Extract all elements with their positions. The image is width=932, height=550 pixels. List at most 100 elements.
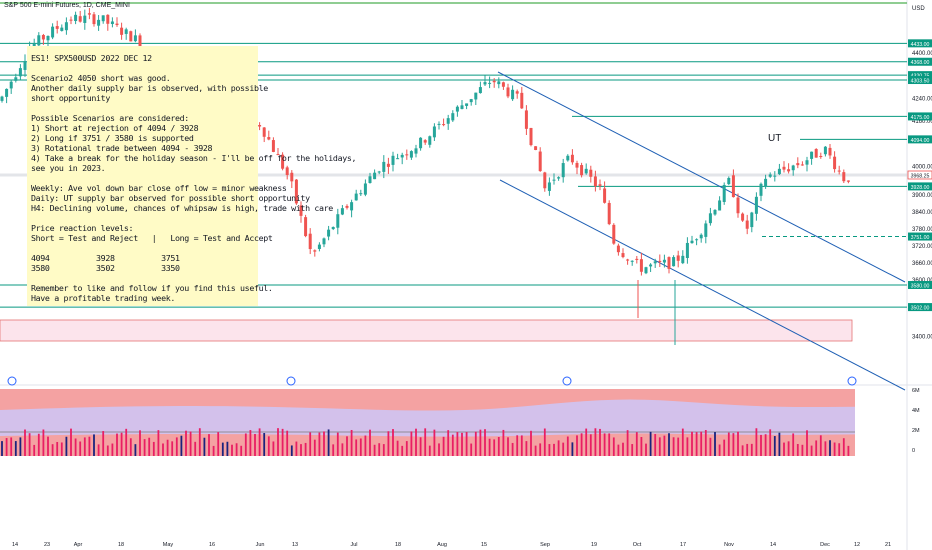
candle-body [828, 147, 832, 156]
volume-bar [106, 445, 109, 456]
level-price-tag[interactable] [908, 135, 932, 144]
candle-body [23, 61, 27, 70]
candle-body [515, 91, 519, 94]
level-price-tag-label: 3580.00 [911, 283, 930, 289]
note-line: Price reaction levels: [31, 223, 134, 233]
time-axis-label: 17 [680, 542, 686, 548]
level-price-tag-label: 4303.50 [911, 79, 930, 85]
note-line: Daily: UT supply bar observed for possib… [31, 193, 310, 203]
volume-bar [714, 432, 716, 456]
volume-bar [557, 440, 560, 456]
volume-bar [631, 444, 634, 456]
volume-bar [635, 432, 638, 456]
volume-bar [194, 441, 197, 456]
volume-bar [419, 437, 422, 456]
candle-body [9, 81, 13, 89]
volume-bar [718, 444, 721, 456]
volume-bar [198, 428, 201, 456]
candle-body [575, 162, 579, 168]
volume-bar [208, 434, 210, 456]
note-line: ES1! SPX500USD 2022 DEC 12 [31, 53, 152, 63]
volume-bar [792, 433, 795, 456]
level-price-tag[interactable] [908, 112, 932, 121]
level-price-tag[interactable] [908, 57, 932, 66]
candle-body [626, 259, 630, 261]
volume-bar [286, 430, 289, 456]
price-tick-label: 3720.00 [912, 244, 932, 250]
level-price-tag[interactable] [908, 232, 932, 241]
volume-bar [226, 441, 229, 456]
candle-body [106, 14, 110, 24]
volume-bar [819, 435, 822, 456]
candle-body [685, 242, 689, 259]
volume-bar [295, 441, 298, 456]
level-price-tag[interactable] [908, 280, 932, 289]
volume-bar [111, 443, 114, 456]
level-price-tag-label: 3502.00 [911, 306, 930, 312]
candle-body [598, 184, 602, 186]
price-tick-label: 4240.00 [912, 97, 932, 103]
volume-bar [663, 435, 666, 456]
time-axis-label: 13 [292, 542, 298, 548]
candle-body [773, 175, 777, 177]
candle-body [695, 239, 699, 241]
symbol-title: S&P 500 E-mini Futures, 1D, CME_MINI [4, 2, 130, 9]
candle-body [791, 165, 795, 171]
time-axis-label: May [163, 542, 174, 548]
candle-body [497, 81, 501, 85]
level-price-tag[interactable] [908, 76, 932, 85]
volume-bar [28, 433, 31, 456]
volume-bar [709, 437, 712, 456]
candle-body [87, 13, 91, 15]
candle-body [846, 180, 850, 182]
volume-bar [723, 439, 726, 456]
candle-body [474, 92, 478, 100]
candle-body [534, 146, 538, 150]
volume-bar [341, 443, 344, 456]
note-line: short opportunity [31, 93, 110, 103]
volume-bar [415, 428, 417, 456]
level-price-tag[interactable] [907, 170, 932, 180]
volume-bar [488, 438, 491, 456]
volume-bar [778, 432, 781, 456]
time-axis-label: Nov [724, 542, 734, 548]
volume-bar [396, 440, 399, 456]
volume-bar [300, 444, 302, 456]
candle-body [745, 220, 749, 229]
time-axis-label: Aug [437, 542, 447, 548]
candle-body [704, 223, 708, 237]
analysis-note[interactable]: ES1! SPX500USD 2022 DEC 12 Scenario2 4050… [27, 46, 357, 306]
level-price-tag[interactable] [908, 182, 932, 191]
price-tick-label: 4000.00 [912, 165, 932, 171]
candle-body [304, 217, 308, 237]
volume-bar [810, 445, 813, 456]
volume-bar [456, 432, 459, 456]
volume-bar [401, 445, 404, 456]
volume-bar [484, 429, 486, 456]
candle-body [382, 161, 386, 172]
candle-body [810, 151, 814, 159]
note-line: Have a profitable trading week. [31, 293, 175, 303]
volume-bar [387, 431, 390, 456]
volume-bar [254, 433, 256, 456]
level-price-tag[interactable] [908, 303, 932, 312]
note-line: Possible Scenarios are considered: [31, 113, 189, 123]
candle-body [290, 172, 294, 182]
volume-bar [180, 435, 183, 456]
volume-bar [304, 442, 307, 456]
volume-bar [60, 442, 63, 456]
candle-body [331, 227, 335, 230]
level-price-tag[interactable] [908, 71, 932, 80]
price-tick-label: 3780.00 [912, 227, 932, 233]
volume-bar [378, 443, 381, 456]
volume-bar [185, 430, 187, 456]
price-tick-label: 3400.00 [912, 334, 932, 340]
candle-body [731, 175, 735, 198]
candle-body [621, 253, 625, 258]
level-price-tag[interactable] [908, 39, 932, 48]
candle-body [294, 179, 298, 204]
dividend-event-icon [286, 376, 296, 386]
candle-body [138, 35, 142, 52]
candle-body [41, 35, 45, 40]
